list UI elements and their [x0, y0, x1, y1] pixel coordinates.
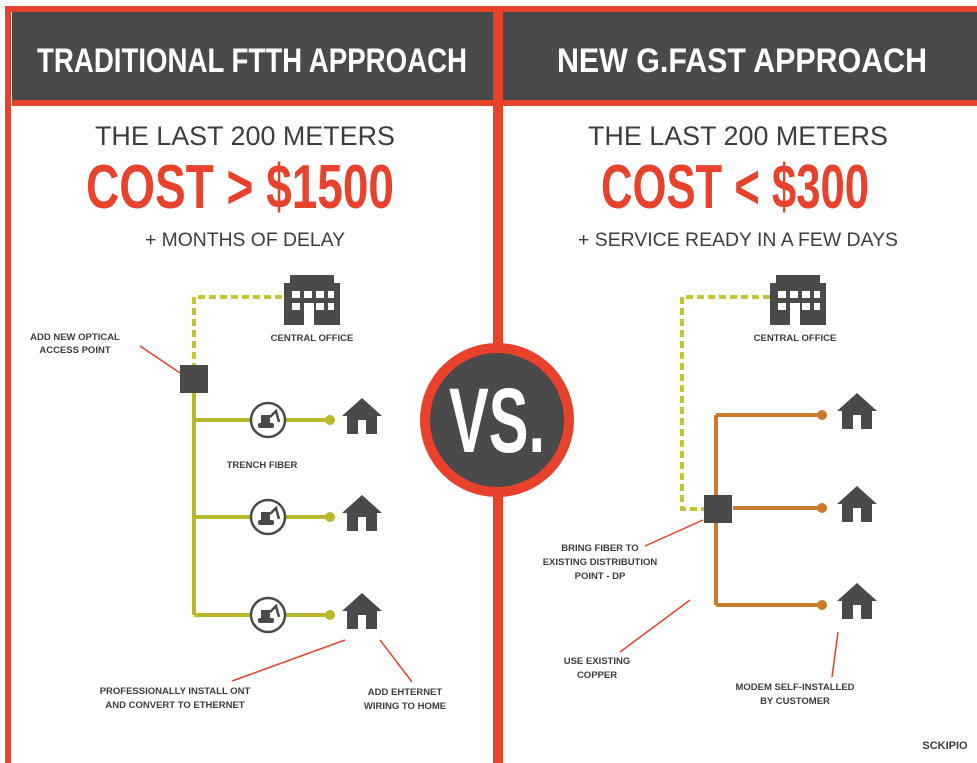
vs-badge [420, 343, 574, 497]
right-subtitle: THE LAST 200 METERS [588, 121, 888, 151]
right-diagram [619, 275, 877, 678]
right-header: NEW G.FAST APPROACH [557, 42, 927, 80]
left-diagram [139, 275, 413, 683]
label: PROFESSIONALLY INSTALL ONT [100, 686, 251, 697]
left-header-bar [12, 12, 493, 100]
label: COPPER [577, 670, 617, 681]
label: USE EXISTING [564, 656, 631, 667]
left-subtitle: THE LAST 200 METERS [95, 121, 395, 151]
label: BY CUSTOMER [760, 696, 830, 707]
label: TRENCH FIBER [227, 460, 298, 471]
vs-text: VS. [449, 370, 545, 472]
label: CENTRAL OFFICE [754, 333, 837, 344]
right-cost: COST < $300 [601, 153, 869, 222]
label: AND CONVERT TO ETHERNET [105, 700, 244, 711]
label: MODEM SELF-INSTALLED [735, 682, 854, 693]
label: WIRING TO HOME [364, 701, 446, 712]
label: ACCESS POINT [39, 345, 110, 356]
left-cost: COST > $1500 [86, 153, 394, 222]
label: ADD EHTERNET [368, 687, 443, 698]
right-note: + SERVICE READY IN A FEW DAYS [578, 230, 898, 251]
left-header: TRADITIONAL FTTH APPROACH [37, 42, 467, 80]
label: CENTRAL OFFICE [271, 333, 354, 344]
label: BRING FIBER TO [561, 543, 638, 554]
label: POINT - DP [575, 571, 626, 582]
right-header-bar [503, 12, 977, 100]
left-note: + MONTHS OF DELAY [145, 230, 345, 251]
label: ADD NEW OPTICAL [30, 332, 120, 343]
brand: SCKIPIO [922, 740, 968, 752]
label: EXISTING DISTRIBUTION [543, 557, 658, 568]
